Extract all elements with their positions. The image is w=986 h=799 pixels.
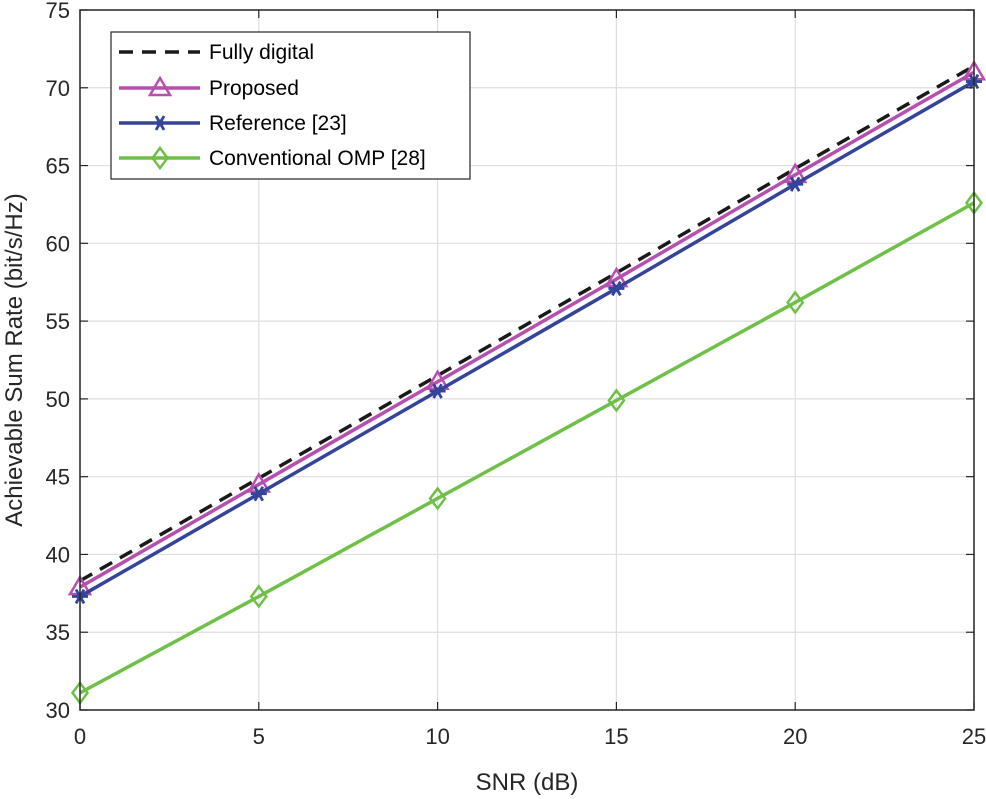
y-tick-label: 35 bbox=[46, 620, 70, 645]
data-point-diamond bbox=[249, 584, 268, 609]
legend-entry-fully-digital: Fully digital bbox=[119, 41, 314, 64]
y-tick-label: 50 bbox=[46, 387, 70, 412]
legend-label: Conventional OMP [28] bbox=[209, 147, 426, 170]
series-line bbox=[79, 70, 975, 589]
y-tick-label: 65 bbox=[46, 154, 70, 179]
y-tick-label: 75 bbox=[46, 0, 70, 23]
asterisk-center bbox=[434, 387, 442, 395]
x-tick-label: 25 bbox=[962, 724, 986, 749]
data-point-asterisk bbox=[608, 280, 625, 297]
axis-ticks: 0 5 10 15 20 25 30 35 40 45 50 55 60 65 70 75 bbox=[46, 0, 986, 749]
x-tick-label: 10 bbox=[425, 724, 449, 749]
legend-label: Reference [23] bbox=[209, 112, 347, 135]
asterisk-center bbox=[255, 490, 263, 498]
data-point-asterisk bbox=[429, 383, 446, 399]
series-line bbox=[79, 80, 975, 598]
series-fully-digital bbox=[79, 64, 975, 583]
x-axis-title: SNR (dB) bbox=[476, 769, 579, 796]
y-tick-label: 45 bbox=[46, 465, 70, 490]
asterisk-center bbox=[612, 284, 620, 292]
asterisk-center bbox=[791, 180, 799, 188]
legend-label: Fully digital bbox=[209, 41, 314, 64]
asterisk-center bbox=[156, 119, 164, 127]
data-point-asterisk bbox=[152, 115, 168, 131]
data-point-diamond bbox=[607, 388, 626, 413]
y-tick-label: 70 bbox=[46, 76, 70, 101]
x-tick-label: 15 bbox=[604, 724, 628, 749]
series-line bbox=[79, 201, 975, 695]
series-line bbox=[79, 64, 975, 583]
legend: Fully digital Proposed Reference [23] Conve… bbox=[110, 31, 471, 180]
data-point-asterisk bbox=[787, 176, 804, 192]
x-tick-label: 20 bbox=[783, 724, 807, 749]
y-tick-label: 40 bbox=[46, 542, 70, 567]
legend-entry-proposed: Proposed bbox=[119, 75, 299, 100]
legend-entry-reference-23: Reference [23] bbox=[119, 112, 347, 135]
y-tick-label: 30 bbox=[46, 698, 70, 723]
y-axis-title: Achievable Sum Rate (bit/s/Hz) bbox=[1, 193, 28, 526]
legend-entry-conventional-omp-28: Conventional OMP [28] bbox=[119, 145, 426, 171]
x-tick-label: 5 bbox=[253, 724, 265, 749]
x-tick-label: 0 bbox=[74, 724, 86, 749]
data-point-diamond bbox=[150, 145, 170, 171]
y-tick-label: 55 bbox=[46, 309, 70, 334]
legend-box bbox=[110, 31, 471, 180]
series-lines bbox=[67, 59, 986, 705]
data-point-triangle bbox=[147, 75, 173, 97]
data-point-diamond bbox=[786, 290, 805, 315]
data-point-diamond bbox=[428, 486, 447, 511]
legend-label: Proposed bbox=[209, 77, 299, 100]
data-point-asterisk bbox=[250, 486, 267, 502]
plot-frame bbox=[79, 9, 975, 711]
y-tick-label: 60 bbox=[46, 231, 70, 256]
